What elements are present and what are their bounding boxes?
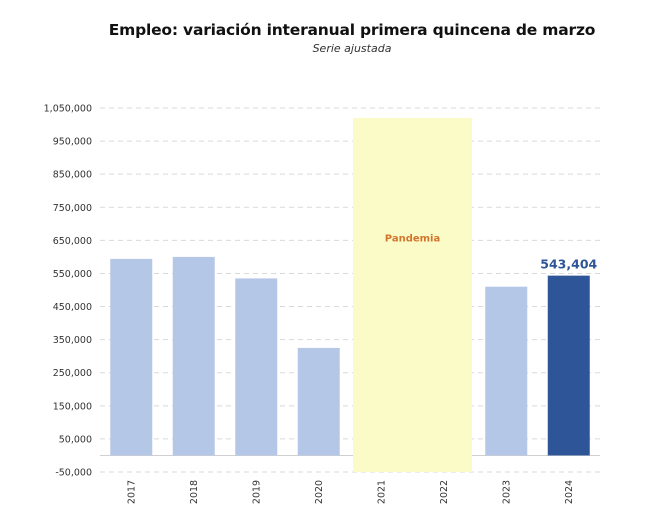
data-label: 543,404 <box>540 257 597 272</box>
x-tick-label: 2024 <box>564 480 575 504</box>
bar <box>235 278 278 456</box>
y-tick-label: 1,050,000 <box>44 104 92 115</box>
y-tick-label: 350,000 <box>53 335 92 346</box>
bar <box>485 286 528 456</box>
x-tick-label: 2022 <box>439 480 450 504</box>
y-tick-label: 550,000 <box>53 269 92 280</box>
y-tick-label: 450,000 <box>53 302 92 313</box>
x-tick-label: 2018 <box>189 480 200 504</box>
y-tick-label: 850,000 <box>53 170 92 181</box>
bar <box>172 256 215 456</box>
x-tick-label: 2021 <box>376 480 387 504</box>
bars <box>110 256 590 456</box>
y-tick-label: 750,000 <box>53 203 92 214</box>
pandemic-band-group: Pandemia <box>353 117 472 472</box>
bar <box>297 347 340 456</box>
pandemic-band <box>353 117 472 472</box>
y-tick-label: 50,000 <box>59 434 92 445</box>
x-tick-label: 2020 <box>314 480 325 504</box>
x-tick-label: 2017 <box>126 480 137 504</box>
x-tick-label: 2023 <box>501 480 512 504</box>
chart-title: Empleo: variación interanual primera qui… <box>108 21 596 39</box>
x-tick-label: 2019 <box>251 480 262 504</box>
y-tick-label: 150,000 <box>53 401 92 412</box>
y-tick-label: 950,000 <box>53 137 92 148</box>
chart-subtitle: Serie ajustada <box>312 42 392 55</box>
axes: -50,000 50,000 150,000 250,000 350,000 450,00… <box>44 104 575 505</box>
bar <box>110 258 153 456</box>
labels: 543,404 <box>540 257 597 272</box>
y-tick-label: 250,000 <box>53 368 92 379</box>
bar-highlight <box>547 275 590 456</box>
pandemic-label: Pandemia <box>385 233 440 244</box>
y-tick-label: 650,000 <box>53 236 92 247</box>
y-tick-label: -50,000 <box>55 468 92 479</box>
